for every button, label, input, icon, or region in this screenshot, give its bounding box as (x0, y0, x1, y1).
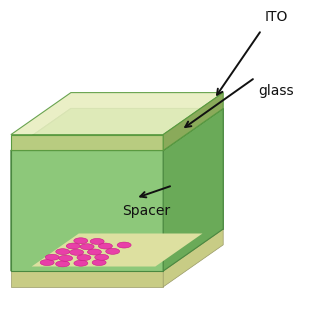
Ellipse shape (99, 243, 112, 249)
Ellipse shape (45, 254, 59, 260)
Ellipse shape (70, 249, 84, 255)
Ellipse shape (77, 255, 91, 260)
Ellipse shape (74, 260, 88, 266)
Polygon shape (163, 108, 223, 271)
Ellipse shape (56, 249, 70, 255)
Ellipse shape (59, 255, 73, 261)
Polygon shape (11, 150, 163, 271)
Polygon shape (32, 234, 203, 267)
Ellipse shape (95, 254, 109, 260)
Text: Spacer: Spacer (122, 204, 170, 219)
Polygon shape (11, 108, 223, 150)
Polygon shape (11, 92, 223, 135)
Polygon shape (71, 108, 223, 229)
Polygon shape (163, 92, 223, 150)
Polygon shape (11, 108, 71, 271)
Polygon shape (11, 271, 163, 287)
Polygon shape (11, 135, 163, 150)
Ellipse shape (80, 244, 94, 250)
Ellipse shape (117, 242, 131, 248)
Ellipse shape (56, 261, 69, 267)
Ellipse shape (106, 248, 120, 254)
Ellipse shape (66, 243, 80, 249)
Polygon shape (11, 229, 223, 271)
Ellipse shape (90, 238, 104, 244)
Polygon shape (163, 229, 223, 287)
Ellipse shape (87, 249, 101, 255)
Ellipse shape (92, 260, 106, 266)
Text: glass: glass (258, 84, 294, 98)
Text: ITO: ITO (265, 10, 288, 24)
Ellipse shape (40, 260, 54, 266)
Ellipse shape (74, 238, 88, 244)
